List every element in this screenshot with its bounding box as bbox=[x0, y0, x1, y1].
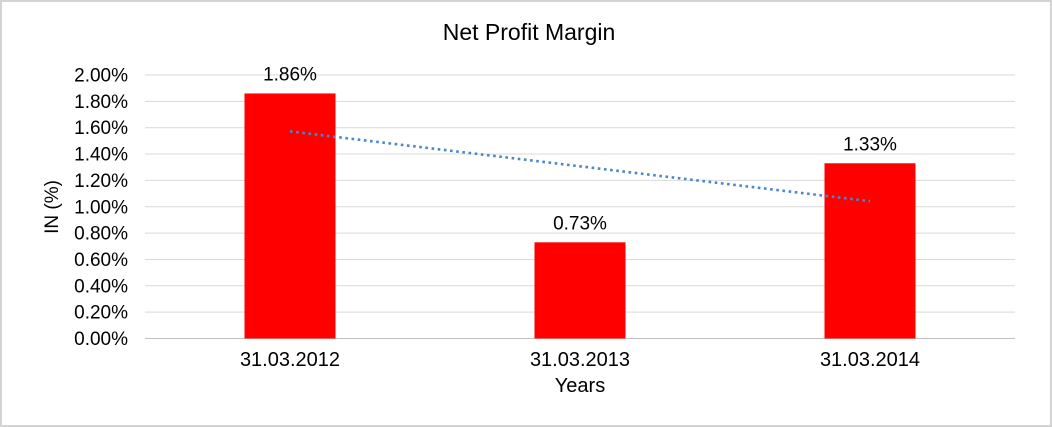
x-axis-label: 31.03.2013 bbox=[530, 349, 630, 371]
y-tick-label: 1.40% bbox=[74, 145, 128, 166]
y-tick-label: 1.20% bbox=[74, 171, 128, 192]
bar-31.03.2013 bbox=[534, 242, 626, 339]
bar-data-labels: 1.86% 0.73% 1.33% bbox=[263, 64, 897, 234]
x-axis-title: Years bbox=[555, 375, 605, 397]
x-axis-category-labels: 31.03.2012 31.03.2013 31.03.2014 bbox=[240, 349, 920, 371]
y-axis-title: IN (%) bbox=[42, 180, 63, 234]
y-tick-label: 0.60% bbox=[74, 250, 128, 271]
y-tick-label: 0.20% bbox=[74, 303, 128, 324]
y-tick-label: 2.00% bbox=[74, 66, 128, 87]
trendline bbox=[289, 130, 871, 203]
bar-series bbox=[244, 93, 916, 339]
y-tick-label: 0.00% bbox=[74, 329, 128, 350]
chart-title: Net Profit Margin bbox=[443, 19, 616, 45]
bar-31.03.2014 bbox=[824, 163, 916, 339]
y-tick-label: 1.00% bbox=[74, 197, 128, 218]
y-axis-tick-labels: 2.00% 1.80% 1.60% 1.40% 1.20% 1.00% 0.80% 0.60%… bbox=[74, 66, 128, 351]
x-axis-label: 31.03.2014 bbox=[820, 349, 920, 371]
trendline-group bbox=[289, 130, 871, 203]
y-tick-label: 0.80% bbox=[74, 224, 128, 245]
y-tick-label: 1.80% bbox=[74, 92, 128, 113]
x-axis-label: 31.03.2012 bbox=[240, 349, 340, 371]
data-label: 0.73% bbox=[553, 213, 607, 234]
y-tick-label: 0.40% bbox=[74, 276, 128, 297]
data-label: 1.33% bbox=[843, 134, 897, 155]
bar-31.03.2012 bbox=[244, 93, 336, 339]
data-label: 1.86% bbox=[263, 64, 317, 85]
y-tick-label: 1.60% bbox=[74, 118, 128, 139]
